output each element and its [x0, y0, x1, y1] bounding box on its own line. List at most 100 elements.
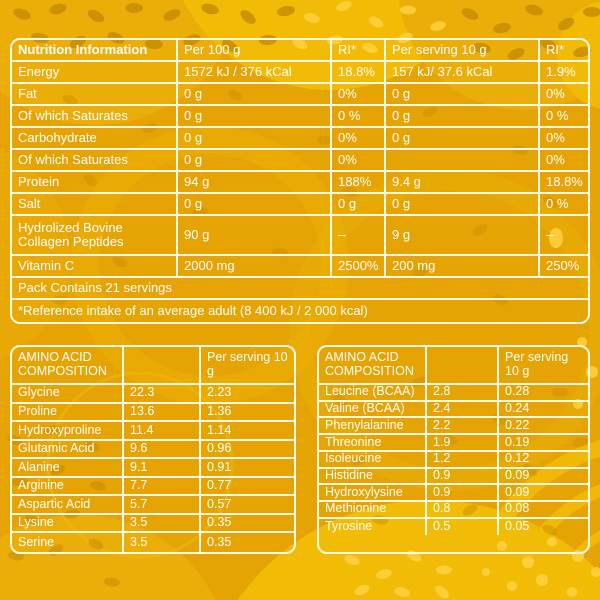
- row-label: Vitamin C: [12, 256, 178, 278]
- cell-per100: 2000 mg: [178, 256, 332, 278]
- cell-per-serving: 0.28: [499, 385, 588, 402]
- cell-per-serving: 1.36: [201, 404, 294, 423]
- row-label: Histidine: [319, 468, 427, 486]
- cell-perserving: 200 mg: [386, 256, 540, 278]
- row-label: Protein: [12, 172, 178, 194]
- cell-per100: 1572 kJ / 376 kCal: [178, 62, 332, 84]
- row-label: Phenylalanine: [319, 418, 427, 436]
- row-label: Arginine: [12, 477, 124, 497]
- row-label: Proline: [12, 403, 124, 423]
- cell-riserving: –: [540, 216, 588, 256]
- cell-per-serving: 0.09: [499, 469, 588, 486]
- row-label: Leucine (BCAA): [319, 385, 427, 402]
- row-label: Of which Saturates: [12, 150, 178, 172]
- cell-ri100: 0 %: [332, 106, 386, 128]
- cell-per-serving: 0.57: [201, 496, 294, 515]
- cell-value: 2.8: [427, 385, 499, 402]
- cell-value: 22.3: [124, 385, 201, 404]
- pack-servings-note: Pack Contains 21 servings: [12, 278, 588, 300]
- cell-per-serving: 1.14: [201, 422, 294, 441]
- nutrition-table: Nutrition Information Per 100 g RI* Per …: [10, 38, 590, 324]
- cell-value: 3.5: [124, 533, 201, 552]
- cell-per100: 0 g: [178, 128, 332, 150]
- cell-value: 0.9: [427, 485, 499, 502]
- row-label: Hydroxylysine: [319, 485, 427, 502]
- row-label: Fat: [12, 84, 178, 106]
- cell-per-serving: 0.77: [201, 478, 294, 497]
- cell-value: 1.9: [427, 435, 499, 452]
- amino-left-title: AMINO ACID COMPOSITION: [12, 347, 124, 385]
- cell-value: 9.6: [124, 440, 201, 460]
- col-header-ri-1: RI*: [332, 40, 386, 62]
- cell-per-serving: 0.22: [499, 418, 588, 436]
- cell-ri100: 0%: [332, 150, 386, 172]
- cell-per-serving: 0.91: [201, 459, 294, 478]
- row-label: Isoleucine: [319, 451, 427, 469]
- col-header-per-serving: Per serving 10 g: [386, 40, 540, 62]
- cell-value: 11.4: [124, 422, 201, 441]
- cell-perserving: 0 g: [386, 84, 540, 106]
- amino-left-spacer: [124, 347, 201, 385]
- row-label: Tyrosine: [319, 518, 427, 536]
- row-label: Threonine: [319, 435, 427, 452]
- cell-per100: 94 g: [178, 172, 332, 194]
- cell-riserving: 250%: [540, 256, 588, 278]
- row-label: Serine: [12, 533, 124, 552]
- cell-per-serving: 0.05: [505, 519, 530, 534]
- cell-riserving: 0 %: [540, 194, 588, 216]
- cell-perserving: [386, 150, 540, 172]
- cell-ri100: 0%: [332, 128, 386, 150]
- col-header-ri-2: RI*: [540, 40, 588, 62]
- cell-value: 7.7: [124, 477, 201, 497]
- cell-value: 0.9: [427, 468, 499, 486]
- cell-value: 3.5: [124, 514, 201, 534]
- cell-value: 9.1: [124, 459, 201, 478]
- cell-ri100: 18.8%: [332, 62, 386, 84]
- cell-riserving: 0 %: [540, 106, 588, 128]
- reference-intake-note: *Reference intake of an average adult (8…: [18, 302, 368, 318]
- cell-per100: 0 g: [178, 84, 332, 106]
- cell-value: 5.7: [124, 496, 201, 515]
- row-label: Energy: [12, 62, 178, 84]
- cell-per-serving: 0.35: [207, 534, 232, 549]
- cell-value: 13.6: [124, 403, 201, 423]
- cell-perserving: 0 g: [386, 106, 540, 128]
- cell-perserving: 0 g: [386, 194, 540, 216]
- amino-right-title: AMINO ACID COMPOSITION: [319, 347, 427, 385]
- amino-acid-table-left: AMINO ACID COMPOSITION Per serving 10 g …: [10, 345, 296, 554]
- row-label: Valine (BCAA): [319, 401, 427, 419]
- cell-per100: 0 g: [178, 194, 332, 216]
- cell-per-serving: 0.09: [499, 485, 588, 502]
- row-label: Hydroxyproline: [12, 422, 124, 441]
- cell-ri100: 0 g: [332, 194, 386, 216]
- cell-per-serving: 2.23: [201, 385, 294, 404]
- row-label: Carbohydrate: [12, 128, 178, 150]
- row-label: Of which Saturates: [12, 106, 178, 128]
- cell-riserving: 1.9%: [540, 62, 588, 84]
- cell-ri100: 188%: [332, 172, 386, 194]
- cell-riserving: 0%: [540, 128, 588, 150]
- row-label: Glycine: [12, 385, 124, 404]
- row-label: Aspartic Acid: [12, 496, 124, 515]
- cell-per100: 0 g: [178, 150, 332, 172]
- row-label: Methionine: [319, 501, 427, 519]
- cell-value: 0.8: [427, 501, 499, 519]
- cell-per-serving: 0.19: [499, 435, 588, 452]
- cell-riserving: 0%: [540, 84, 588, 106]
- cell-perserving: 0 g: [386, 128, 540, 150]
- amino-right-spacer: [427, 347, 499, 385]
- cell-riserving: 0%: [540, 150, 588, 172]
- row-label: Glutamic Acid: [12, 440, 124, 460]
- nutrition-table-title: Nutrition Information: [12, 40, 178, 62]
- cell-ri100: 0%: [332, 84, 386, 106]
- row-label: Alanine: [12, 459, 124, 478]
- amino-left-per-serving-header: Per serving 10 g: [201, 347, 294, 385]
- cell-per-serving: 0.96: [201, 441, 294, 460]
- amino-acid-table-right: AMINO ACID COMPOSITION Per serving 10 g …: [317, 345, 590, 554]
- cell-per-serving: 0.12: [499, 452, 588, 469]
- cell-per100: 90 g: [178, 216, 332, 256]
- cell-per100: 0 g: [178, 106, 332, 128]
- cell-perserving: 157 kJ/ 37.6 kCal: [386, 62, 540, 84]
- cell-value: 2.4: [427, 401, 499, 419]
